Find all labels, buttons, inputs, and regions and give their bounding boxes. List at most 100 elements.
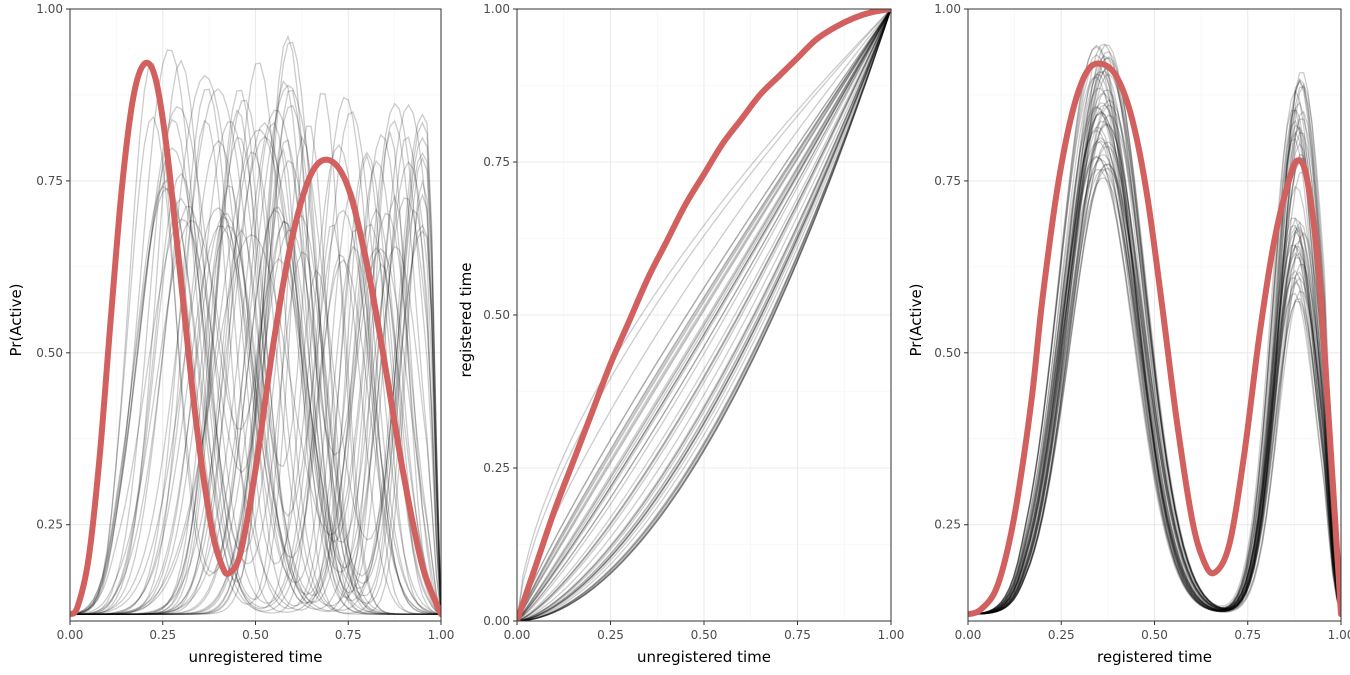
background-series-line bbox=[517, 9, 891, 621]
background-series-line bbox=[517, 9, 891, 621]
background-series-line bbox=[70, 119, 441, 615]
background-series-line bbox=[517, 9, 891, 621]
y-tick-label: 0.75 bbox=[483, 155, 510, 169]
background-series-line bbox=[517, 9, 891, 621]
background-series-line bbox=[517, 9, 891, 621]
background-series-line bbox=[70, 115, 441, 615]
background-series-line bbox=[70, 102, 441, 615]
background-series-line bbox=[968, 73, 1341, 615]
x-axis-title: unregistered time bbox=[189, 648, 323, 666]
x-tick-label: 0.75 bbox=[335, 628, 362, 642]
background-series-line bbox=[70, 125, 441, 615]
background-series-line bbox=[70, 105, 441, 615]
panel-middle-plot: 0.00 0.25 0.50 0.75 1.00 0.00 0.25 0.50 0.75 1.00… bbox=[457, 2, 904, 666]
y-tick-label: 0.75 bbox=[36, 174, 63, 188]
x-tick-label: 0.50 bbox=[691, 628, 718, 642]
background-series-line bbox=[70, 62, 441, 615]
x-tick-label: 0.00 bbox=[504, 628, 531, 642]
background-series-line bbox=[517, 9, 891, 621]
background-series-line bbox=[968, 104, 1341, 615]
background-series-line bbox=[70, 104, 441, 615]
curves-group bbox=[517, 9, 891, 621]
background-series-line bbox=[968, 79, 1341, 615]
background-series-line bbox=[968, 122, 1341, 615]
background-series-line bbox=[70, 208, 441, 615]
background-series-line bbox=[517, 9, 891, 621]
background-series-line bbox=[517, 9, 891, 621]
y-tick-label: 1.00 bbox=[934, 2, 961, 16]
y-tick-label: 0.75 bbox=[934, 174, 961, 188]
background-series-line bbox=[968, 141, 1341, 615]
background-series-line bbox=[968, 137, 1341, 615]
background-series-line bbox=[70, 84, 441, 615]
background-series-line bbox=[968, 110, 1341, 615]
background-series-line bbox=[968, 129, 1341, 615]
background-series-line bbox=[517, 9, 891, 621]
background-series-line bbox=[517, 9, 891, 621]
background-series-line bbox=[517, 9, 891, 621]
background-series-line bbox=[70, 134, 441, 615]
x-tick-label: 1.00 bbox=[428, 628, 455, 642]
background-series-line bbox=[70, 213, 441, 615]
background-series-line bbox=[968, 86, 1341, 615]
background-series-line bbox=[968, 140, 1341, 615]
background-series-line bbox=[968, 56, 1341, 615]
x-tick-label: 0.25 bbox=[149, 628, 176, 642]
x-tick-label: 0.00 bbox=[955, 628, 982, 642]
background-series-line bbox=[517, 9, 891, 621]
highlighted-series-line bbox=[517, 9, 891, 621]
background-series-line bbox=[70, 88, 441, 615]
background-series-line bbox=[70, 224, 441, 615]
background-series-line bbox=[517, 9, 891, 621]
y-tick-label: 1.00 bbox=[483, 2, 510, 16]
background-series-line bbox=[70, 219, 441, 615]
background-series-line bbox=[968, 102, 1341, 615]
x-tick-label: 0.25 bbox=[1048, 628, 1075, 642]
background-series-line bbox=[517, 9, 891, 621]
background-series-line bbox=[70, 119, 441, 615]
background-series-line bbox=[517, 9, 891, 621]
background-series-line bbox=[70, 187, 441, 615]
background-series-line bbox=[70, 138, 441, 615]
background-series-line bbox=[517, 9, 891, 621]
background-series-line bbox=[70, 151, 441, 615]
background-series-line bbox=[968, 62, 1341, 615]
background-series-line bbox=[70, 34, 441, 615]
background-series-line bbox=[70, 49, 441, 615]
background-series-line bbox=[517, 9, 891, 621]
background-series-line bbox=[968, 51, 1341, 615]
background-series-line bbox=[517, 9, 891, 621]
x-tick-label: 0.25 bbox=[597, 628, 624, 642]
background-series-line bbox=[968, 104, 1341, 615]
background-series-line bbox=[517, 9, 891, 621]
background-series-line bbox=[968, 105, 1341, 615]
background-series-line bbox=[70, 108, 441, 615]
background-series-line bbox=[968, 99, 1341, 615]
background-series-line bbox=[517, 9, 891, 621]
background-series-line bbox=[517, 9, 891, 621]
background-series-line bbox=[968, 54, 1341, 615]
background-series-line bbox=[70, 197, 441, 615]
y-axis-title: Pr(Active) bbox=[907, 283, 925, 356]
background-series-line bbox=[517, 9, 891, 621]
y-tick-label: 1.00 bbox=[36, 2, 63, 16]
background-series-line bbox=[968, 83, 1341, 615]
background-series-line bbox=[968, 168, 1341, 615]
background-series-line bbox=[70, 129, 441, 615]
background-series-line bbox=[968, 92, 1341, 615]
background-series-line bbox=[517, 9, 891, 621]
highlighted-series-line bbox=[968, 60, 1341, 618]
x-tick-label: 0.50 bbox=[1141, 628, 1168, 642]
background-series-line bbox=[968, 70, 1341, 615]
y-axis-title: Pr(Active) bbox=[7, 283, 25, 356]
background-series-line bbox=[70, 135, 441, 615]
y-tick-label: 0.50 bbox=[36, 346, 63, 360]
background-series-line bbox=[968, 57, 1341, 615]
background-series-line bbox=[968, 73, 1341, 615]
background-series-line bbox=[517, 9, 891, 621]
background-series-line bbox=[517, 9, 891, 621]
background-series-line bbox=[968, 44, 1341, 615]
background-series-line bbox=[968, 76, 1341, 615]
background-series-line bbox=[70, 121, 441, 615]
background-series-line bbox=[70, 136, 441, 615]
